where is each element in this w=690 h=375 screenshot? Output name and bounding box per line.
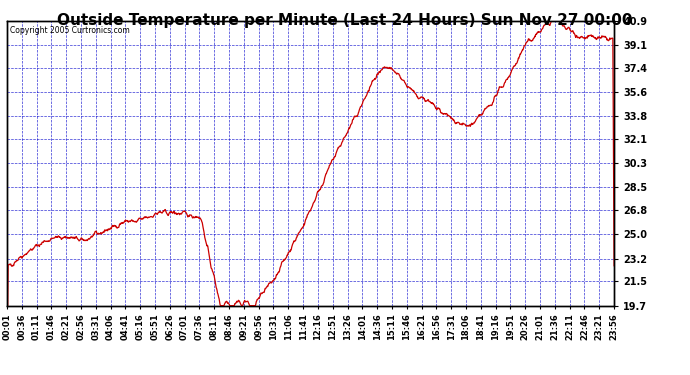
Text: Copyright 2005 Curtronics.com: Copyright 2005 Curtronics.com [10, 26, 130, 35]
Text: Outside Temperature per Minute (Last 24 Hours) Sun Nov 27 00:00: Outside Temperature per Minute (Last 24 … [57, 13, 633, 28]
